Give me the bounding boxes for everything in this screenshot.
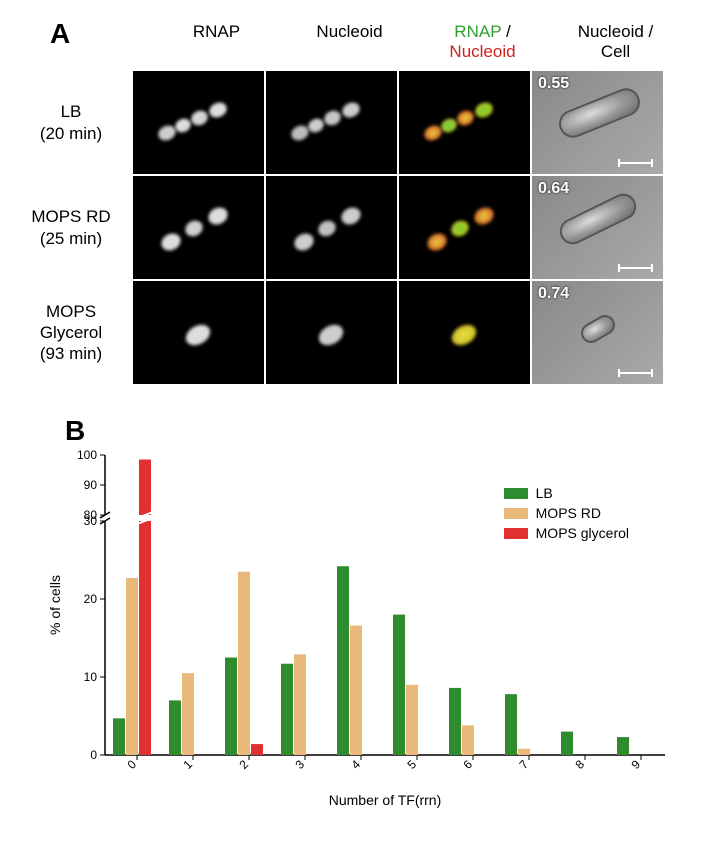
image-grid: 0.55 0.64	[132, 70, 664, 385]
svg-text:100: 100	[77, 448, 97, 462]
ratio-mopsrd: 0.64	[538, 180, 569, 198]
merge-nucleoid-text: Nucleoid	[449, 42, 515, 61]
merge-rnap-text: RNAP	[454, 22, 501, 41]
svg-text:10: 10	[84, 670, 98, 684]
row-labels: LB (20 min) MOPS RD (25 min) MOPS Glycer…	[10, 70, 132, 385]
micrograph-mopsrd-rnap	[132, 175, 265, 280]
legend-item: LB	[504, 485, 629, 501]
legend-item: MOPS RD	[504, 505, 629, 521]
micrograph-lb-phase: 0.55	[531, 70, 664, 175]
col-head-merge: RNAP / Nucleoid	[416, 22, 549, 62]
row-label-lb: LB (20 min)	[10, 70, 132, 175]
legend-label: LB	[536, 485, 553, 501]
panel-b: B 01020308090100% of cells0123456789Numb…	[10, 415, 704, 845]
panel-a: A RNAP Nucleoid RNAP / Nucleoid Nucleoid…	[10, 10, 704, 405]
micrograph-mopsgly-merge	[398, 280, 531, 385]
chart-legend: LB MOPS RD MOPS glycerol	[504, 485, 629, 545]
svg-text:0: 0	[90, 748, 97, 762]
grid-row-lb: 0.55	[132, 70, 664, 175]
micrograph-mopsgly-rnap	[132, 280, 265, 385]
legend-label: MOPS glycerol	[536, 525, 629, 541]
grid-row-mopsgly: 0.74	[132, 280, 664, 385]
ratio-mopsgly: 0.74	[538, 285, 569, 303]
micrograph-mopsrd-nucleoid	[265, 175, 398, 280]
svg-text:Number of TF(rrn): Number of TF(rrn)	[329, 792, 442, 808]
svg-text:% of cells: % of cells	[47, 575, 63, 635]
row-label-mopsrd: MOPS RD (25 min)	[10, 175, 132, 280]
row-label-mopsgly: MOPS Glycerol (93 min)	[10, 280, 132, 385]
legend-item: MOPS glycerol	[504, 525, 629, 541]
col-head-phase: Nucleoid / Cell	[549, 22, 682, 62]
micrograph-mopsrd-phase: 0.64	[531, 175, 664, 280]
col-head-rnap: RNAP	[150, 22, 283, 62]
panel-a-label: A	[50, 18, 70, 50]
micrograph-mopsrd-merge	[398, 175, 531, 280]
micrograph-lb-rnap	[132, 70, 265, 175]
scalebar-icon	[618, 267, 653, 269]
grid-row-mopsrd: 0.64	[132, 175, 664, 280]
legend-label: MOPS RD	[536, 505, 601, 521]
micrograph-lb-merge	[398, 70, 531, 175]
legend-swatch-icon	[504, 528, 528, 539]
legend-swatch-icon	[504, 488, 528, 499]
scalebar-icon	[618, 162, 653, 164]
col-head-nucleoid: Nucleoid	[283, 22, 416, 62]
legend-swatch-icon	[504, 508, 528, 519]
micrograph-mopsgly-nucleoid	[265, 280, 398, 385]
svg-text:20: 20	[84, 592, 98, 606]
scalebar-icon	[618, 372, 653, 374]
ratio-lb: 0.55	[538, 75, 569, 93]
svg-text:80: 80	[84, 508, 98, 522]
svg-text:90: 90	[84, 478, 98, 492]
micrograph-lb-nucleoid	[265, 70, 398, 175]
panel-a-headers: RNAP Nucleoid RNAP / Nucleoid Nucleoid /…	[150, 22, 682, 62]
micrograph-mopsgly-phase: 0.74	[531, 280, 664, 385]
